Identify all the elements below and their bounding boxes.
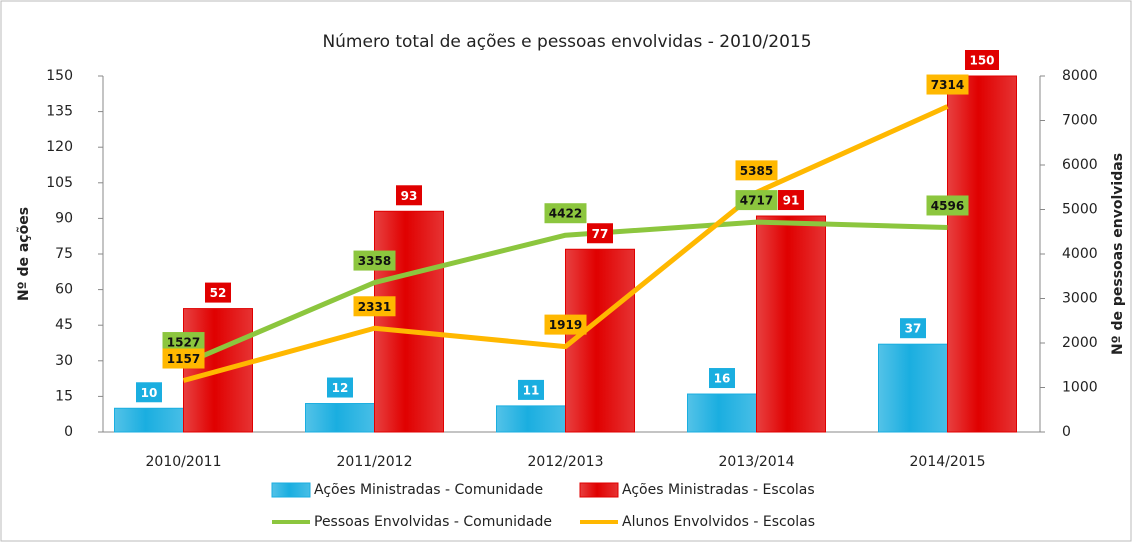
bar <box>374 210 444 433</box>
y2-tick-label: 5000 <box>1062 202 1098 218</box>
bar <box>687 393 757 433</box>
legend-label: Ações Ministradas - Escolas <box>622 482 815 498</box>
bar <box>565 248 635 433</box>
data-label-box <box>735 160 778 181</box>
line <box>182 104 949 383</box>
data-label: 52 <box>210 286 227 300</box>
y-tick-label: 30 <box>55 353 73 369</box>
y2-tick-label: 4000 <box>1062 246 1098 262</box>
data-label: 4422 <box>549 207 582 221</box>
data-label: 150 <box>969 54 994 68</box>
x-tick-label: 2012/2013 <box>528 454 604 470</box>
bar <box>114 407 184 433</box>
y-tick-label: 60 <box>55 282 73 298</box>
y2-tick-label: 6000 <box>1062 157 1098 173</box>
y-tick-label: 120 <box>46 139 73 155</box>
bar <box>878 343 948 433</box>
data-label: 3358 <box>358 254 391 268</box>
data-label: 2331 <box>358 300 391 314</box>
y-tick-label: 75 <box>55 246 73 262</box>
data-label: 5385 <box>740 164 773 178</box>
y2-tick-label: 2000 <box>1062 335 1098 351</box>
data-label: 4596 <box>931 199 964 213</box>
data-label: 4717 <box>740 194 773 208</box>
x-tick-label: 2010/2011 <box>146 454 222 470</box>
data-label-box <box>162 348 205 369</box>
legend-swatch <box>271 482 311 498</box>
data-label-box <box>965 50 999 70</box>
y-tick-label: 105 <box>46 175 73 191</box>
data-label-box <box>544 203 587 224</box>
data-label: 1157 <box>167 352 200 366</box>
chart-title: Número total de ações e pessoas envolvid… <box>322 32 811 52</box>
bar <box>305 403 375 433</box>
data-label: 93 <box>401 189 418 203</box>
bar <box>496 405 566 433</box>
y-tick-label: 45 <box>55 317 73 333</box>
bar <box>947 75 1017 433</box>
y2-tick-label: 1000 <box>1062 380 1098 396</box>
legend-label: Pessoas Envolvidas - Comunidade <box>314 514 552 530</box>
data-label-box <box>709 368 735 389</box>
data-label: 37 <box>905 322 922 336</box>
data-label-box <box>778 190 804 211</box>
legend-label: Ações Ministradas - Comunidade <box>314 482 543 498</box>
x-tick-label: 2014/2015 <box>910 454 986 470</box>
data-label: 16 <box>714 372 731 386</box>
data-label-box <box>162 332 205 353</box>
data-label-box <box>518 379 544 400</box>
data-label-box <box>926 195 969 216</box>
data-label-box <box>544 314 587 335</box>
data-label: 11 <box>523 383 540 397</box>
x-tick-label: 2013/2014 <box>719 454 795 470</box>
bar <box>756 215 826 433</box>
y-tick-label: 135 <box>46 104 73 120</box>
data-label: 1527 <box>167 336 200 350</box>
data-label: 12 <box>332 381 349 395</box>
data-label: 91 <box>783 194 800 208</box>
data-label-box <box>353 296 396 317</box>
data-label-box <box>396 185 422 206</box>
x-tick-label: 2011/2012 <box>337 454 413 470</box>
data-label: 10 <box>141 386 158 400</box>
y2-tick-label: 3000 <box>1062 291 1098 307</box>
legend-label: Alunos Envolvidos - Escolas <box>622 514 815 530</box>
legend-swatch <box>579 482 619 498</box>
y2-axis-title: Nº de pessoas envolvidas <box>1110 153 1126 355</box>
y-axis-title: Nº de ações <box>16 207 32 301</box>
data-label-box <box>587 223 613 244</box>
data-label: 1919 <box>549 318 582 332</box>
line <box>182 219 948 367</box>
y-tick-label: 15 <box>55 388 73 404</box>
y-tick-label: 150 <box>46 68 73 84</box>
data-label-box <box>353 250 396 271</box>
data-label-box <box>327 377 353 398</box>
y2-tick-label: 0 <box>1062 424 1071 440</box>
y-tick-label: 90 <box>55 210 73 226</box>
y-tick-label: 0 <box>64 424 73 440</box>
data-label: 7314 <box>931 78 964 92</box>
y2-tick-label: 8000 <box>1062 68 1098 84</box>
y2-tick-label: 7000 <box>1062 113 1098 129</box>
data-label-box <box>926 74 969 95</box>
data-label-box <box>735 190 778 211</box>
data-label-box <box>136 382 162 403</box>
data-label-box <box>205 282 231 303</box>
data-label-box <box>900 318 926 339</box>
data-label: 77 <box>592 227 609 241</box>
